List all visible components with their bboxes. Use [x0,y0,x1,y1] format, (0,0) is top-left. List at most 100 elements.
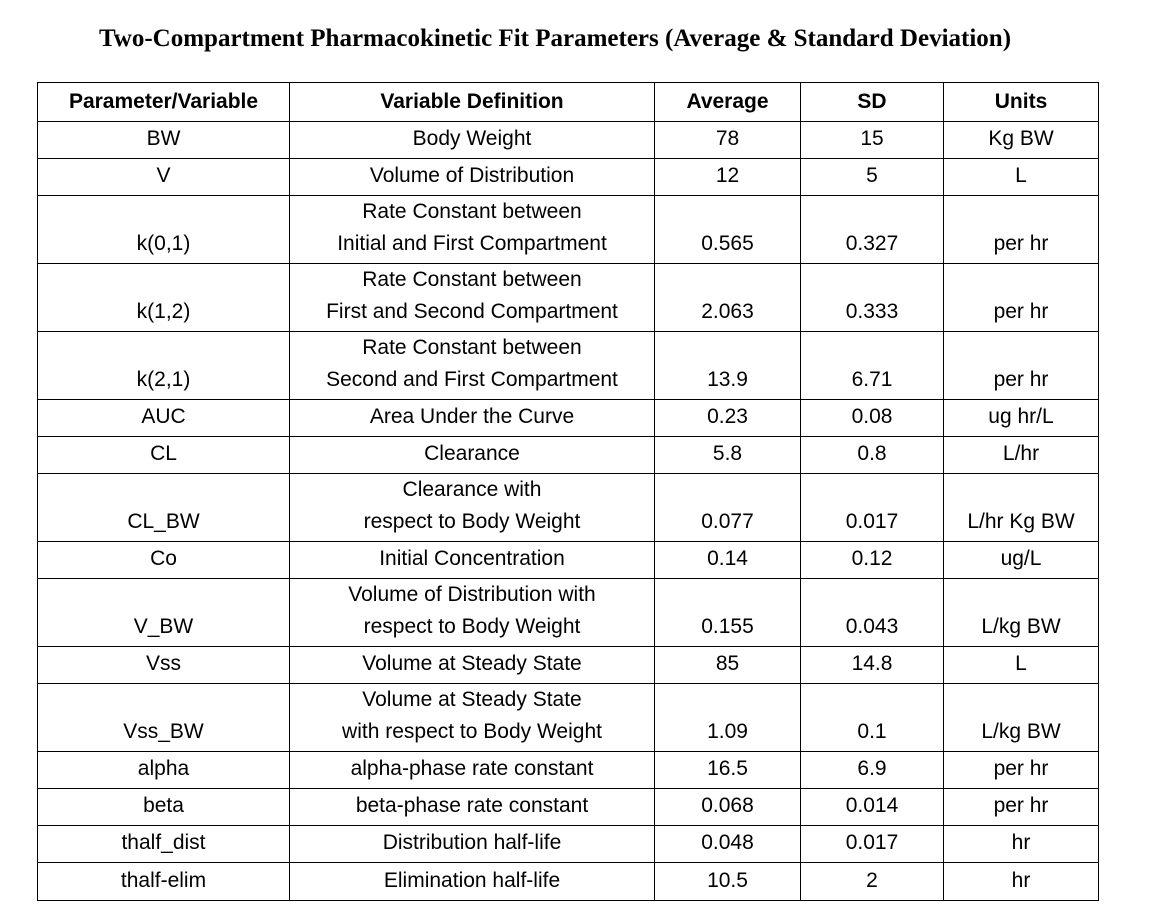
cell-parameter: V [37,158,290,196]
cell-definition: Area Under the Curve [289,399,655,437]
cell-definition: alpha-phase rate constant [289,751,655,789]
cell-units: per hr [943,331,1099,400]
definition-line: Rate Constant between [362,336,582,359]
cell-average: 85 [654,646,801,684]
cell-definition: Rate Constant between First and Second Co… [289,263,655,332]
cell-parameter: V_BW [37,578,290,647]
cell-sd: 0.1 [800,683,944,752]
definition-line: Clearance with [402,478,542,501]
table-row: k(2,1) Rate Constant between Second and Fi… [37,331,1099,400]
definition-line: Body Weight [412,127,532,150]
cell-definition: Clearance [289,436,655,474]
header-sd: SD [800,82,944,122]
cell-parameter: k(1,2) [37,263,290,332]
cell-average: 5.8 [654,436,801,474]
cell-units: ug hr/L [943,399,1099,437]
cell-definition: Elimination half-life [289,862,655,901]
cell-parameter: beta [37,788,290,826]
cell-sd: 0.043 [800,578,944,647]
cell-parameter: Co [37,541,290,579]
cell-sd: 0.017 [800,473,944,542]
definition-line: Rate Constant between [362,268,582,291]
table-row: Vss Volume at Steady State 85 14.8 L [37,646,1099,684]
cell-parameter: k(0,1) [37,195,290,264]
cell-sd: 0.017 [800,825,944,863]
cell-units: per hr [943,263,1099,332]
cell-units: L/hr Kg BW [943,473,1099,542]
cell-units: L [943,158,1099,196]
cell-sd: 0.014 [800,788,944,826]
cell-units: per hr [943,751,1099,789]
cell-sd: 14.8 [800,646,944,684]
definition-line: Elimination half-life [383,869,561,892]
table-row: V_BW Volume of Distribution with respect t… [37,578,1099,647]
table-row: alpha alpha-phase rate constant 16.5 6.9 per… [37,751,1099,789]
cell-units: Kg BW [943,121,1099,159]
cell-average: 0.155 [654,578,801,647]
cell-parameter: AUC [37,399,290,437]
cell-sd: 0.333 [800,263,944,332]
cell-definition: Volume at Steady State with respect to Bo… [289,683,655,752]
definition-line: Clearance [424,442,520,465]
cell-parameter: CL_BW [37,473,290,542]
definition-line: First and Second Compartment [326,300,618,323]
definition-line: Distribution half-life [382,831,562,854]
table-body: BW Body Weight 78 15 Kg BW V Volume of Distrib… [37,121,1099,901]
table-row: k(1,2) Rate Constant between First and Sec… [37,263,1099,332]
definition-line: Volume at Steady State [362,688,582,711]
cell-sd: 2 [800,862,944,901]
definition-line: Area Under the Curve [369,405,575,428]
definition-line: Volume of Distribution [369,164,575,187]
cell-units: L/kg BW [943,683,1099,752]
cell-definition: Rate Constant between Second and First Co… [289,331,655,400]
table-row: V Volume of Distribution 12 5 L [37,158,1099,196]
cell-sd: 5 [800,158,944,196]
cell-definition: Volume at Steady State [289,646,655,684]
cell-parameter: alpha [37,751,290,789]
definition-line: alpha-phase rate constant [350,757,594,780]
cell-average: 0.048 [654,825,801,863]
table-row: k(0,1) Rate Constant between Initial and F… [37,195,1099,264]
cell-average: 0.068 [654,788,801,826]
cell-parameter: Vss [37,646,290,684]
cell-definition: Clearance with respect to Body Weight [289,473,655,542]
definition-line: Volume of Distribution with [348,583,596,606]
cell-average: 0.565 [654,195,801,264]
cell-average: 1.09 [654,683,801,752]
cell-units: ug/L [943,541,1099,579]
cell-average: 0.23 [654,399,801,437]
table-row: thalf-elim Elimination half-life 10.5 2 hr [37,862,1099,901]
cell-parameter: Vss_BW [37,683,290,752]
cell-parameter: thalf-elim [37,862,290,901]
cell-definition: Volume of Distribution with respect to Bo… [289,578,655,647]
cell-sd: 15 [800,121,944,159]
cell-parameter: thalf_dist [37,825,290,863]
definition-line: Initial and First Compartment [337,232,607,255]
cell-parameter: CL [37,436,290,474]
cell-sd: 0.327 [800,195,944,264]
cell-sd: 6.9 [800,751,944,789]
cell-definition: Distribution half-life [289,825,655,863]
table-row: AUC Area Under the Curve 0.23 0.08 ug hr/L [37,399,1099,437]
cell-average: 13.9 [654,331,801,400]
cell-units: hr [943,825,1099,863]
cell-average: 0.077 [654,473,801,542]
pk-parameters-table: Parameter/Variable Variable Definition A… [37,82,1099,901]
definition-line: respect to Body Weight [363,510,581,533]
table-row: CL_BW Clearance with respect to Body Weigh… [37,473,1099,542]
definition-line: Volume at Steady State [362,652,582,675]
header-parameter: Parameter/Variable [37,82,290,122]
table-row: BW Body Weight 78 15 Kg BW [37,121,1099,159]
definition-line: Second and First Compartment [326,368,618,391]
cell-sd: 0.08 [800,399,944,437]
table-row: beta beta-phase rate constant 0.068 0.014 pe… [37,788,1099,826]
header-units: Units [943,82,1099,122]
header-definition: Variable Definition [289,82,655,122]
cell-units: per hr [943,788,1099,826]
cell-units: L/hr [943,436,1099,474]
table-row: Co Initial Concentration 0.14 0.12 ug/L [37,541,1099,579]
document-title: Two-Compartment Pharmacokinetic Fit Para… [98,25,1012,52]
cell-average: 78 [654,121,801,159]
table-header-row: Parameter/Variable Variable Definition A… [37,82,1099,122]
cell-average: 0.14 [654,541,801,579]
